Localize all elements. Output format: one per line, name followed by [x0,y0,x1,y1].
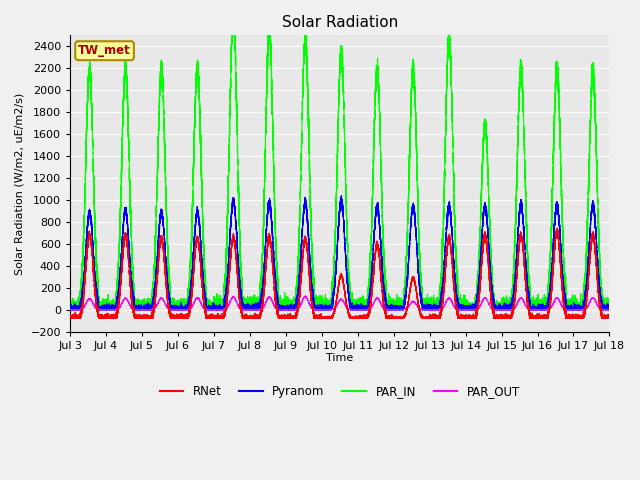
Line: Pyranom: Pyranom [70,196,609,310]
PAR_OUT [95,307,102,312]
PAR_OUT [500,307,508,312]
Line: PAR_IN: PAR_IN [70,3,609,310]
RNet [486,284,494,290]
Pyranom [411,210,419,216]
RNet [95,311,102,317]
Pyranom [95,300,102,306]
Legend: RNet, Pyranom, PAR_IN, PAR_OUT: RNet, Pyranom, PAR_IN, PAR_OUT [155,380,525,403]
RNet [605,314,613,320]
Pyranom [67,307,74,312]
PAR_OUT [472,307,479,312]
Pyranom [67,305,74,311]
Pyranom [472,302,479,308]
PAR_OUT [301,293,309,299]
PAR_IN [507,307,515,312]
RNet [411,278,419,284]
PAR_IN [67,307,74,312]
Pyranom [500,307,508,312]
Title: Solar Radiation: Solar Radiation [282,15,398,30]
PAR_IN [605,307,613,312]
PAR_IN [230,0,237,6]
PAR_IN [500,302,508,308]
Pyranom [338,193,346,199]
Text: TW_met: TW_met [78,44,131,57]
PAR_IN [411,83,419,89]
RNet [67,315,74,321]
X-axis label: Time: Time [326,353,353,363]
PAR_OUT [411,300,419,305]
PAR_IN [472,305,479,311]
RNet [67,315,74,321]
RNet [507,315,515,321]
PAR_OUT [605,307,613,312]
PAR_OUT [486,303,494,309]
PAR_IN [95,288,102,294]
PAR_OUT [67,307,74,312]
RNet [554,225,561,231]
Line: PAR_OUT: PAR_OUT [70,296,609,310]
Pyranom [486,265,494,271]
Pyranom [605,306,613,312]
Y-axis label: Solar Radiation (W/m2, uE/m2/s): Solar Radiation (W/m2, uE/m2/s) [15,92,25,275]
PAR_IN [486,234,494,240]
Line: RNet: RNet [70,228,609,318]
Pyranom [507,307,515,312]
RNet [500,314,508,320]
RNet [472,312,479,318]
PAR_OUT [507,307,515,312]
